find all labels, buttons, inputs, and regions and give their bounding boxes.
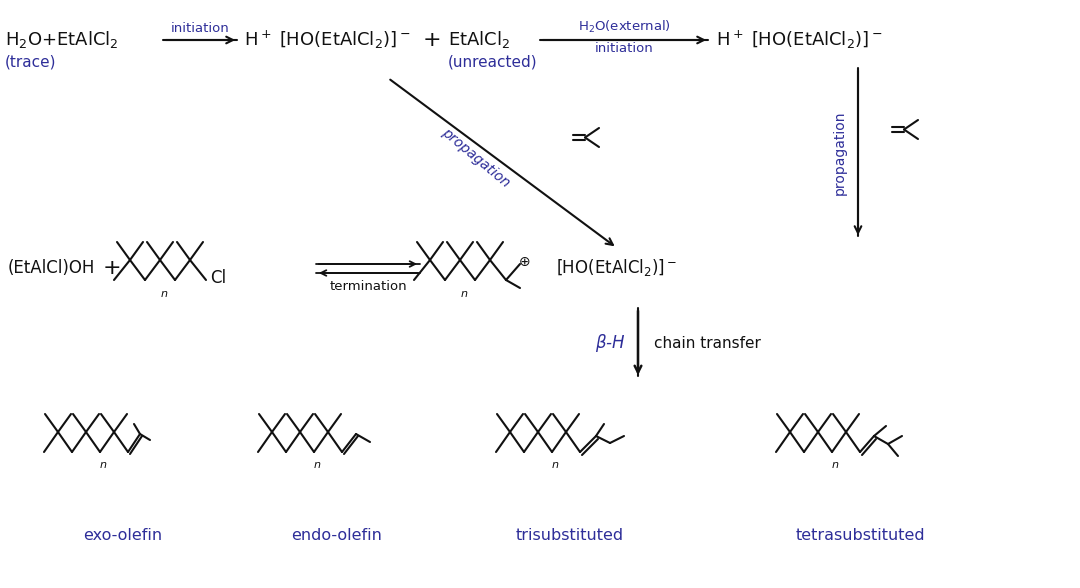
- Text: $n$: $n$: [99, 460, 107, 470]
- Text: (EtAlCl)OH: (EtAlCl)OH: [8, 259, 95, 277]
- Text: $n$: $n$: [551, 460, 559, 470]
- Text: H$^+$ [HO(EtAlCl$_2$)]$^-$: H$^+$ [HO(EtAlCl$_2$)]$^-$: [716, 29, 882, 51]
- Text: EtAlCl$_2$: EtAlCl$_2$: [448, 29, 510, 51]
- Text: initiation: initiation: [595, 42, 653, 55]
- Text: exo-olefin: exo-olefin: [83, 527, 163, 543]
- Text: tetrasubstituted: tetrasubstituted: [795, 527, 924, 543]
- Text: H$_2$O(external): H$_2$O(external): [578, 19, 671, 35]
- Text: $n$: $n$: [313, 460, 321, 470]
- Text: termination: termination: [329, 279, 407, 292]
- Text: chain transfer: chain transfer: [654, 336, 761, 350]
- Text: +: +: [422, 30, 442, 50]
- Text: propagation: propagation: [833, 111, 847, 195]
- Text: $n$: $n$: [160, 289, 168, 299]
- Text: Cl: Cl: [210, 269, 226, 287]
- Text: endo-olefin: endo-olefin: [292, 527, 382, 543]
- Text: +: +: [103, 258, 121, 278]
- Text: $\beta$-H: $\beta$-H: [595, 332, 626, 354]
- Text: initiation: initiation: [171, 22, 229, 35]
- Text: $\oplus$: $\oplus$: [517, 255, 530, 269]
- Text: H$_2$O+EtAlCl$_2$: H$_2$O+EtAlCl$_2$: [5, 29, 119, 51]
- Text: H$^+$ [HO(EtAlCl$_2$)]$^-$: H$^+$ [HO(EtAlCl$_2$)]$^-$: [244, 29, 410, 51]
- Text: propagation: propagation: [440, 126, 513, 191]
- Text: $n$: $n$: [460, 289, 468, 299]
- Text: (unreacted): (unreacted): [448, 55, 538, 69]
- Text: (trace): (trace): [5, 55, 56, 69]
- Text: [HO(EtAlCl$_2$)]$^-$: [HO(EtAlCl$_2$)]$^-$: [556, 258, 677, 279]
- Text: trisubstituted: trisubstituted: [516, 527, 624, 543]
- Text: $n$: $n$: [831, 460, 839, 470]
